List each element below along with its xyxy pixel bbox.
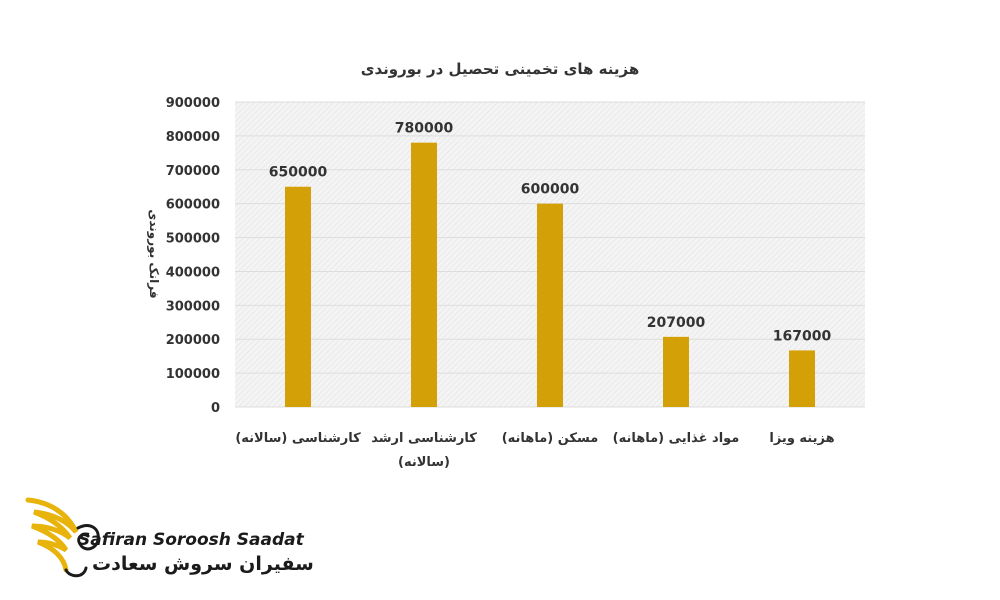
x-tick-label: مواد غذایی (ماهانه) — [613, 431, 740, 446]
x-tick-label: مسکن (ماهانه) — [502, 431, 599, 446]
x-tick-label: کارشناسی ارشد — [371, 431, 477, 446]
data-label: 167000 — [773, 328, 832, 344]
brand-name-english: Safiran Soroosh Saadat — [78, 530, 304, 550]
data-label: 650000 — [269, 165, 328, 181]
x-tick-label: (سالانه) — [398, 455, 450, 470]
brand-name-persian: سفیران سروش سعادت — [92, 553, 314, 575]
y-tick-label: 300000 — [166, 299, 220, 314]
bar — [285, 186, 311, 407]
y-tick-label: 0 — [211, 401, 220, 416]
x-tick-label: هزینه ویزا — [769, 431, 834, 446]
data-label: 207000 — [647, 315, 706, 331]
data-labels: 650000 780000 600000 207000 167000 — [269, 121, 832, 345]
y-tick-label: 700000 — [166, 164, 220, 179]
bar — [537, 203, 563, 407]
chart-title: هزینه های تخمینی تحصیل در بوروندی — [361, 60, 640, 78]
x-tick-label: کارشناسی (سالانه) — [235, 431, 361, 446]
y-axis-ticks: 0 100000 200000 300000 400000 500000 600000 700… — [166, 96, 220, 416]
bar — [663, 336, 689, 407]
y-tick-label: 900000 — [166, 96, 220, 111]
y-tick-label: 600000 — [166, 198, 220, 213]
data-label: 780000 — [395, 121, 454, 137]
bar — [411, 142, 437, 407]
y-axis-label: فرانک بوروندی — [146, 209, 161, 298]
y-tick-label: 200000 — [166, 333, 220, 348]
y-tick-label: 800000 — [166, 130, 220, 145]
y-tick-label: 400000 — [166, 265, 220, 280]
y-tick-label: 500000 — [166, 232, 220, 247]
bar — [789, 350, 815, 407]
logo-emblem — [25, 497, 100, 578]
data-label: 600000 — [521, 182, 580, 198]
x-axis-ticks: کارشناسی (سالانه) کارشناسی ارشد (سالانه) مس… — [235, 431, 834, 470]
y-tick-label: 100000 — [166, 367, 220, 382]
bars — [285, 142, 815, 407]
